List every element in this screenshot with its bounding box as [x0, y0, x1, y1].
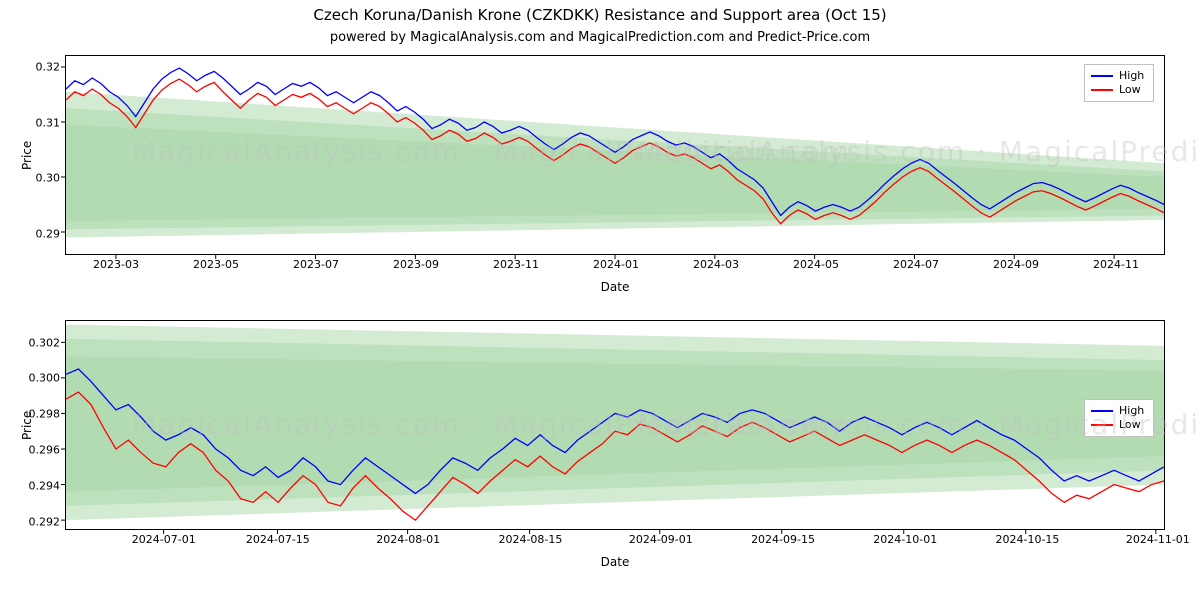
xtick-label: 2023-09 — [393, 258, 439, 271]
chart-title: Czech Koruna/Danish Krone (CZKDKK) Resis… — [0, 6, 1200, 24]
ytick-label: 0.31 — [36, 116, 61, 129]
legend-label: Low — [1119, 83, 1141, 97]
chart-subtitle: powered by MagicalAnalysis.com and Magic… — [0, 30, 1200, 45]
top-chart-ylabel: Price — [20, 141, 34, 170]
xtick-label: 2024-03 — [693, 258, 739, 271]
bottom-chart-svg — [66, 321, 1164, 529]
bottom-chart-legend: HighLow — [1084, 399, 1154, 437]
legend-swatch — [1091, 75, 1113, 77]
ytick-label: 0.292 — [29, 516, 61, 529]
ytick-label: 0.30 — [36, 172, 61, 185]
legend-label: High — [1119, 404, 1144, 418]
xtick-label: 2024-10-01 — [873, 533, 937, 546]
ytick-label: 0.294 — [29, 480, 61, 493]
ytick-label: 0.300 — [29, 372, 61, 385]
legend-item: High — [1091, 404, 1147, 418]
xtick-label: 2023-11 — [493, 258, 539, 271]
legend-item: Low — [1091, 418, 1147, 432]
xtick-label: 2024-11 — [1093, 258, 1139, 271]
ytick-label: 0.302 — [29, 336, 61, 349]
xtick-label: 2023-05 — [193, 258, 239, 271]
xtick-label: 2024-09-01 — [629, 533, 693, 546]
xtick-label: 2024-09 — [993, 258, 1039, 271]
xtick-label: 2024-07 — [893, 258, 939, 271]
top-chart-svg — [66, 56, 1164, 254]
legend-swatch — [1091, 424, 1113, 426]
xtick-label: 2023-07 — [293, 258, 339, 271]
figure: Czech Koruna/Danish Krone (CZKDKK) Resis… — [0, 0, 1200, 600]
xtick-label: 2024-08-01 — [376, 533, 440, 546]
legend-label: High — [1119, 69, 1144, 83]
top-chart-xlabel: Date — [65, 280, 1165, 294]
legend-swatch — [1091, 410, 1113, 412]
top-chart-panel: HighLow 0.290.300.310.322023-032023-0520… — [65, 55, 1165, 255]
legend-item: High — [1091, 69, 1147, 83]
top-chart-legend: HighLow — [1084, 64, 1154, 102]
ytick-label: 0.32 — [36, 61, 61, 74]
xtick-label: 2024-11-01 — [1126, 533, 1190, 546]
xtick-label: 2024-01 — [593, 258, 639, 271]
xtick-label: 2023-03 — [93, 258, 139, 271]
ytick-label: 0.29 — [36, 227, 61, 240]
bottom-chart-panel: HighLow 0.2920.2940.2960.2980.3000.30220… — [65, 320, 1165, 530]
xtick-label: 2024-10-15 — [996, 533, 1060, 546]
legend-item: Low — [1091, 83, 1147, 97]
legend-swatch — [1091, 89, 1113, 91]
xtick-label: 2024-07-01 — [132, 533, 196, 546]
xtick-label: 2024-08-15 — [498, 533, 562, 546]
ytick-label: 0.296 — [29, 444, 61, 457]
bottom-chart-ylabel: Price — [20, 411, 34, 440]
xtick-label: 2024-09-15 — [751, 533, 815, 546]
bottom-chart-xlabel: Date — [65, 555, 1165, 569]
xtick-label: 2024-05 — [793, 258, 839, 271]
xtick-label: 2024-07-15 — [246, 533, 310, 546]
legend-label: Low — [1119, 418, 1141, 432]
